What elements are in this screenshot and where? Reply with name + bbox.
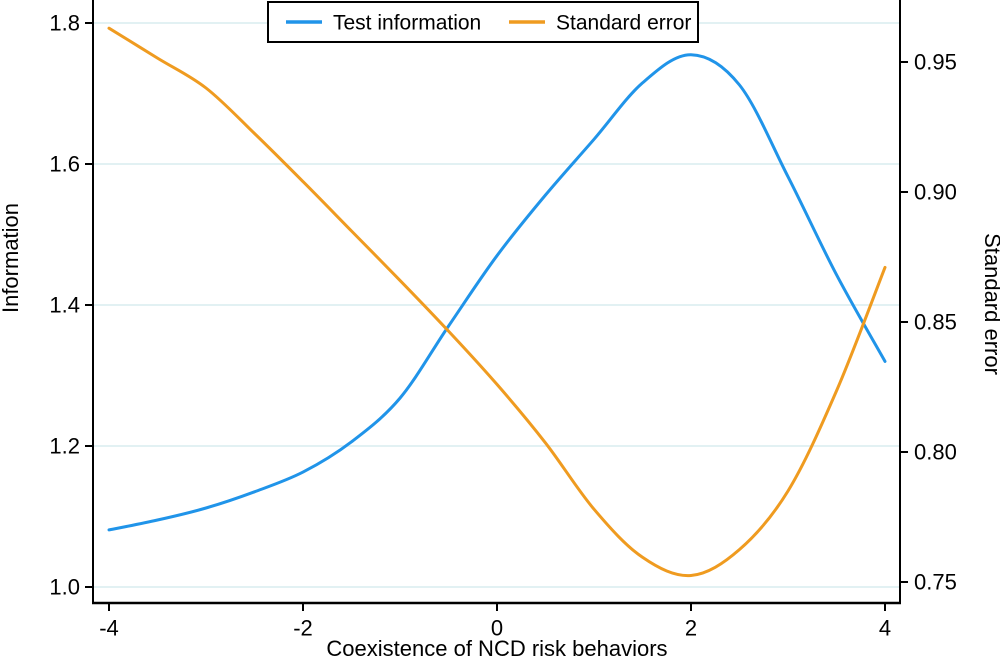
y-left-tick-label: 1.0: [49, 575, 80, 600]
plot-frame: [92, 0, 901, 605]
legend: Test information Standard error: [267, 1, 699, 43]
y-left-tick-label: 1.4: [49, 293, 80, 318]
x-axis-title: Coexistence of NCD risk behaviors: [326, 636, 667, 661]
y-right-tick-label: 0.95: [914, 50, 957, 75]
y-right-tick-label: 0.80: [914, 440, 957, 465]
x-tick-label: -2: [293, 616, 313, 641]
y-left-tick-label: 1.6: [49, 152, 80, 177]
axis-ticks: 1.0 1.2 1.4 1.6 1.8 0.75 0.80 0.85 0.90 0.95 -4 -2 0…: [49, 11, 956, 641]
y-left-tick-label: 1.8: [49, 11, 80, 36]
legend-label-test-information: Test information: [333, 12, 481, 35]
y-left-tick-label: 1.2: [49, 434, 80, 459]
x-tick-label: 4: [879, 616, 891, 641]
y-left-axis-title: Information: [0, 203, 23, 313]
x-tick-label: -4: [99, 616, 119, 641]
y-right-tick-label: 0.85: [914, 310, 957, 335]
legend-label-standard-error: Standard error: [556, 12, 691, 35]
legend-box: [267, 1, 699, 43]
y-right-tick-label: 0.90: [914, 180, 957, 205]
curve-standard-error: [107, 26, 887, 578]
curve-test-information: [107, 53, 887, 532]
y-right-tick-label: 0.75: [914, 570, 957, 595]
x-tick-label: 2: [685, 616, 697, 641]
curves: [107, 26, 887, 578]
x-tick-label: 0: [491, 616, 503, 641]
y-right-axis-title: Standard error: [980, 233, 1000, 375]
